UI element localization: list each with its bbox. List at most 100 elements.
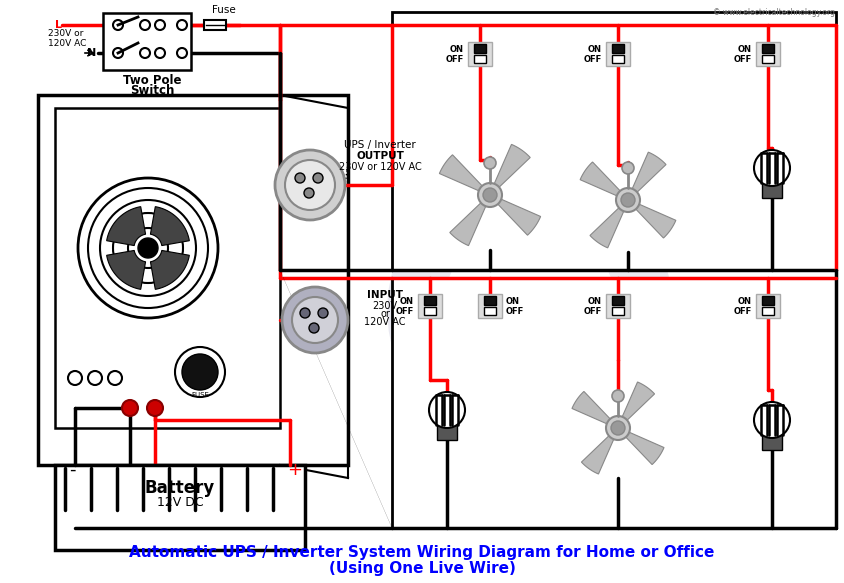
Text: ON: ON [738, 297, 752, 305]
Bar [612, 44, 624, 53]
Text: OFF: OFF [733, 307, 752, 317]
Circle shape [100, 200, 196, 296]
Circle shape [616, 188, 640, 212]
Bar [612, 307, 624, 315]
Polygon shape [635, 203, 676, 238]
Polygon shape [621, 382, 655, 422]
Bar [762, 435, 782, 450]
Text: Fuse: Fuse [212, 5, 235, 15]
Bar [468, 42, 492, 66]
Text: 12V DC: 12V DC [157, 497, 203, 510]
Circle shape [622, 162, 634, 174]
Bar [511, 145, 529, 240]
Circle shape [611, 421, 625, 435]
Circle shape [304, 188, 314, 198]
Text: OFF: OFF [733, 55, 752, 65]
Bar [541, 148, 559, 240]
Text: 230V or: 230V or [48, 30, 84, 38]
Text: Two Pole: Two Pole [122, 73, 181, 86]
Text: +: + [288, 461, 302, 479]
Bar [437, 425, 457, 440]
Circle shape [128, 228, 168, 268]
Bar [569, 158, 587, 240]
Text: OFF: OFF [446, 55, 464, 65]
Text: 120V AC: 120V AC [48, 38, 86, 47]
Circle shape [88, 371, 102, 385]
Text: Automatic UPS / Inverter System Wiring Diagram for Home or Office: Automatic UPS / Inverter System Wiring D… [129, 546, 715, 560]
Polygon shape [440, 154, 484, 192]
Bar [606, 42, 630, 66]
Polygon shape [572, 391, 612, 424]
Circle shape [478, 183, 502, 207]
Text: N: N [87, 48, 96, 58]
Polygon shape [150, 251, 189, 289]
Bar [103, 13, 191, 70]
Text: ON: ON [588, 44, 602, 54]
Text: UPS / Inverter: UPS / Inverter [344, 140, 416, 150]
Bar [392, 278, 836, 528]
Polygon shape [496, 198, 541, 235]
Circle shape [612, 390, 624, 402]
Text: FUSE: FUSE [191, 392, 209, 398]
Polygon shape [150, 206, 189, 245]
Circle shape [140, 48, 150, 58]
Text: 230V or 120V AC: 230V or 120V AC [338, 162, 421, 172]
Polygon shape [106, 251, 145, 289]
Polygon shape [106, 206, 145, 245]
Circle shape [606, 416, 630, 440]
Circle shape [177, 48, 187, 58]
Bar [392, 12, 836, 270]
Circle shape [113, 48, 123, 58]
Polygon shape [494, 145, 530, 188]
Text: © www.electricaltechnology.org: © www.electricaltechnology.org [713, 8, 835, 17]
Circle shape [285, 160, 335, 210]
Bar [478, 294, 502, 318]
Circle shape [155, 20, 165, 30]
Text: Battery: Battery [145, 479, 215, 497]
Bar [762, 44, 774, 53]
Bar [55, 108, 280, 428]
Circle shape [138, 238, 158, 258]
Circle shape [282, 287, 348, 353]
Bar [762, 296, 774, 305]
Bar [440, 160, 462, 235]
Circle shape [182, 354, 218, 390]
Circle shape [569, 149, 587, 167]
Text: (Using One Live Wire): (Using One Live Wire) [328, 561, 516, 577]
Bar [484, 307, 496, 315]
Circle shape [481, 151, 499, 169]
Circle shape [754, 150, 790, 186]
Circle shape [68, 371, 82, 385]
Text: 230V: 230V [372, 301, 398, 311]
Bar [474, 44, 486, 53]
Circle shape [754, 402, 790, 438]
Text: -: - [68, 461, 75, 479]
Polygon shape [631, 152, 666, 194]
Polygon shape [450, 202, 487, 245]
Circle shape [155, 48, 165, 58]
Circle shape [318, 308, 328, 318]
Circle shape [309, 323, 319, 333]
Text: Switch: Switch [130, 85, 174, 97]
Bar [612, 55, 624, 63]
Text: ON: ON [400, 297, 414, 305]
Text: OFF: OFF [584, 307, 602, 317]
Circle shape [147, 400, 163, 416]
Text: OFF: OFF [584, 55, 602, 65]
Circle shape [483, 188, 497, 202]
Circle shape [113, 213, 183, 283]
Bar [55, 465, 305, 550]
Bar [756, 294, 780, 318]
Bar [762, 307, 774, 315]
Circle shape [541, 139, 559, 157]
Text: L: L [55, 20, 62, 30]
Circle shape [275, 150, 345, 220]
Bar [762, 55, 774, 63]
Text: ON: ON [506, 297, 520, 305]
Polygon shape [582, 434, 614, 474]
Bar [606, 294, 630, 318]
Circle shape [292, 297, 338, 343]
Circle shape [113, 20, 123, 30]
Text: OFF: OFF [506, 307, 524, 317]
Bar [756, 42, 780, 66]
